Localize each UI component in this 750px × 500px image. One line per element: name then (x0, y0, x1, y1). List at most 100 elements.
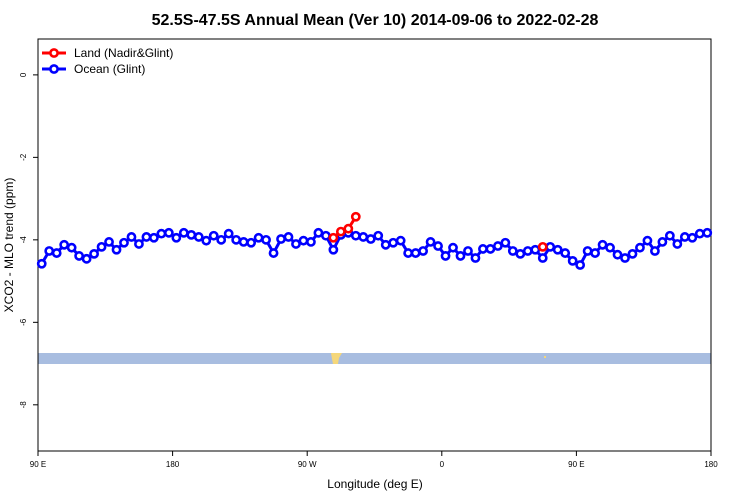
point (575, 260, 586, 270)
point (679, 232, 690, 242)
point (163, 227, 174, 238)
point (74, 251, 85, 261)
point (283, 232, 294, 242)
point (455, 251, 466, 261)
point (582, 246, 593, 256)
point (141, 232, 152, 242)
point (530, 244, 541, 255)
point (253, 232, 264, 243)
point (216, 234, 227, 245)
point (485, 244, 496, 254)
point (395, 235, 406, 246)
point (261, 234, 271, 245)
point (567, 255, 578, 266)
point (664, 230, 675, 241)
point (545, 241, 556, 252)
point (410, 248, 421, 258)
mask-land (331, 353, 342, 364)
point (470, 253, 481, 263)
point (418, 246, 429, 256)
y-axis-label: XCO2 - MLO trend (ppm) (2, 178, 16, 313)
point (612, 249, 623, 260)
point (328, 232, 339, 243)
point (193, 232, 204, 242)
point (186, 229, 197, 240)
point (694, 228, 705, 239)
point (126, 232, 137, 242)
point (350, 211, 361, 222)
point (365, 234, 376, 244)
point (620, 253, 630, 263)
point (672, 239, 683, 249)
point (276, 234, 286, 244)
point (96, 241, 107, 252)
point (373, 230, 384, 241)
point (231, 234, 242, 245)
point (178, 227, 189, 238)
point (59, 239, 70, 250)
chart-title: 52.5S-47.5S Annual Mean (Ver 10) 2014-09… (152, 12, 599, 29)
point (560, 248, 571, 258)
point (605, 242, 615, 253)
point (635, 242, 645, 253)
point (597, 239, 608, 250)
point (552, 244, 563, 255)
x-tick-label: 90 E (30, 460, 46, 469)
point (223, 228, 234, 239)
point (81, 253, 92, 264)
point (44, 246, 55, 256)
point (268, 248, 279, 258)
point (350, 230, 361, 241)
y-tick-label: -6 (19, 318, 28, 326)
point (478, 244, 488, 254)
point (298, 235, 309, 246)
point (36, 258, 47, 269)
point (403, 248, 414, 258)
y-tick-label: 0 (19, 72, 28, 77)
mask-strip (38, 353, 711, 364)
x-axis-label: Longitude (deg E) (327, 477, 422, 491)
point (134, 239, 144, 249)
point (149, 232, 159, 243)
point (507, 246, 518, 256)
point (208, 230, 219, 241)
point (590, 248, 600, 258)
point (440, 251, 451, 261)
y-tick-label: -8 (19, 401, 28, 409)
point (492, 241, 503, 251)
point (89, 248, 99, 259)
point (66, 242, 77, 253)
marks (36, 211, 713, 270)
x-tick-label: 180 (704, 460, 718, 469)
point (306, 237, 316, 247)
legend-label: Land (Nadir&Glint) (74, 46, 173, 60)
x-tick-label: 90 W (298, 460, 317, 469)
legend-marker (49, 48, 59, 58)
point (537, 241, 548, 252)
y-tick-label: -2 (19, 153, 28, 161)
point (119, 237, 129, 248)
point (104, 237, 114, 247)
point (380, 239, 391, 250)
point (246, 237, 257, 248)
point (111, 244, 122, 255)
point (313, 227, 324, 238)
point (328, 244, 339, 255)
point (335, 226, 346, 237)
point (650, 246, 660, 256)
x-tick-label: 90 E (568, 460, 584, 469)
point (388, 237, 399, 248)
point (702, 227, 713, 238)
x-tick-label: 0 (440, 460, 445, 469)
legend: Land (Nadir&Glint) Ocean (Glint) (42, 46, 173, 76)
point (156, 228, 167, 239)
x-tick-label: 180 (166, 460, 180, 469)
point (358, 232, 369, 242)
point (201, 235, 212, 246)
point (51, 248, 62, 258)
point (291, 239, 301, 249)
legend-label: Ocean (Glint) (74, 62, 145, 76)
point (171, 232, 182, 243)
